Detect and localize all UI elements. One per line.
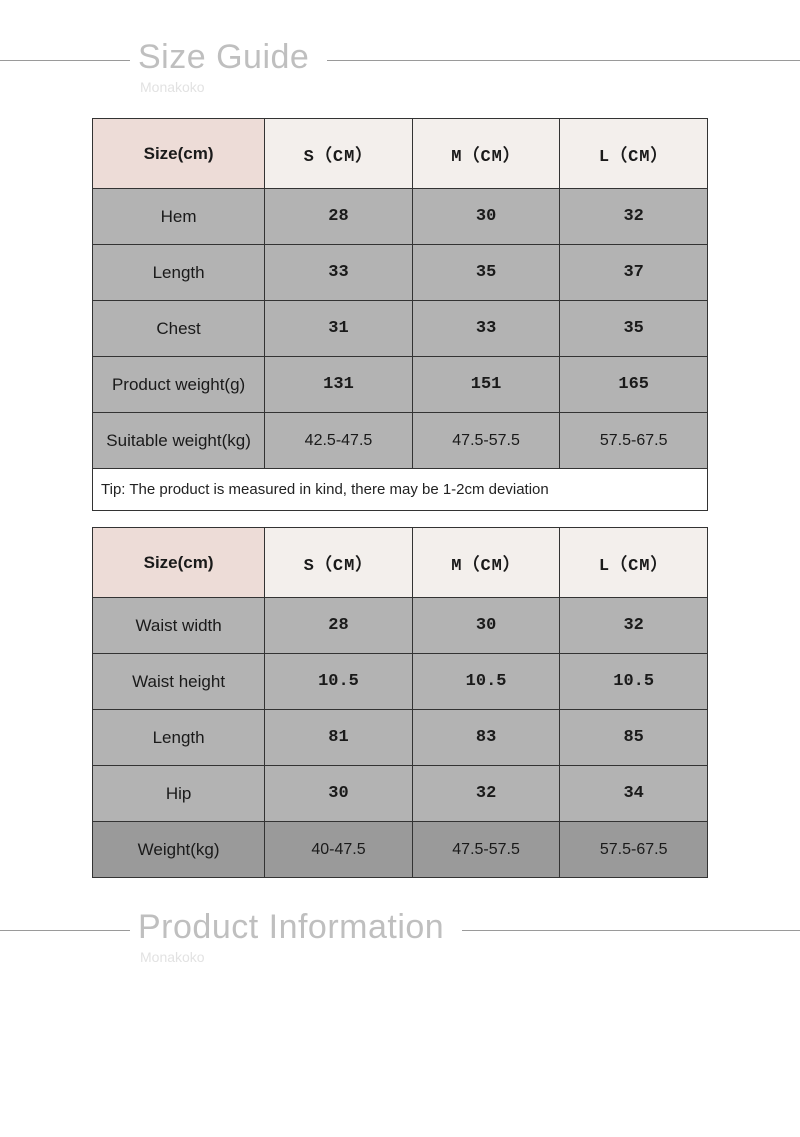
product-info-header: Product Information Monakoko xyxy=(0,898,800,988)
cell-l: 32 xyxy=(560,598,708,654)
table-row: Weight(kg)40-47.547.5-57.557.5-67.5 xyxy=(93,822,708,878)
table-row: Hip303234 xyxy=(93,766,708,822)
cell-l: 34 xyxy=(560,766,708,822)
cell-s: 33 xyxy=(265,245,413,301)
header-l: L（CM） xyxy=(560,119,708,189)
cell-l: 165 xyxy=(560,357,708,413)
section-title: Size Guide xyxy=(138,38,309,77)
header-m: M（CM） xyxy=(412,119,560,189)
table-row: Suitable weight(kg)42.5-47.547.5-57.557.… xyxy=(93,413,708,469)
cell-s: 28 xyxy=(265,598,413,654)
cell-m: 30 xyxy=(412,189,560,245)
cell-m: 10.5 xyxy=(412,654,560,710)
cell-l: 37 xyxy=(560,245,708,301)
cell-m: 33 xyxy=(412,301,560,357)
header-s: S（CM） xyxy=(265,119,413,189)
table-row: Hem283032 xyxy=(93,189,708,245)
table-row: Length333537 xyxy=(93,245,708,301)
cell-s: 28 xyxy=(265,189,413,245)
title-box: Size Guide Monakoko xyxy=(130,38,327,95)
cell-m: 30 xyxy=(412,598,560,654)
header-size: Size(cm) xyxy=(93,119,265,189)
cell-l: 57.5-67.5 xyxy=(560,822,708,878)
cell-m: 151 xyxy=(412,357,560,413)
section-subtitle: Monakoko xyxy=(140,949,444,965)
size-table-2: Size(cm) S（CM） M（CM） L（CM） Waist width28… xyxy=(92,527,708,878)
row-label: Length xyxy=(93,245,265,301)
section-title: Product Information xyxy=(138,908,444,947)
row-label: Suitable weight(kg) xyxy=(93,413,265,469)
row-label: Waist width xyxy=(93,598,265,654)
table-row: Product weight(g)131151165 xyxy=(93,357,708,413)
table-header-row: Size(cm) S（CM） M（CM） L（CM） xyxy=(93,119,708,189)
table-header-row: Size(cm) S（CM） M（CM） L（CM） xyxy=(93,528,708,598)
row-label: Chest xyxy=(93,301,265,357)
cell-s: 10.5 xyxy=(265,654,413,710)
size-table-1: Size(cm) S（CM） M（CM） L（CM） Hem283032Leng… xyxy=(92,118,708,511)
header-s: S（CM） xyxy=(265,528,413,598)
cell-m: 83 xyxy=(412,710,560,766)
section-subtitle: Monakoko xyxy=(140,79,309,95)
tip-text: Tip: The product is measured in kind, th… xyxy=(93,469,708,511)
cell-l: 35 xyxy=(560,301,708,357)
table-row: Waist height10.510.510.5 xyxy=(93,654,708,710)
cell-s: 131 xyxy=(265,357,413,413)
row-label: Product weight(g) xyxy=(93,357,265,413)
cell-m: 35 xyxy=(412,245,560,301)
cell-s: 81 xyxy=(265,710,413,766)
cell-l: 10.5 xyxy=(560,654,708,710)
cell-s: 40-47.5 xyxy=(265,822,413,878)
cell-s: 31 xyxy=(265,301,413,357)
cell-l: 32 xyxy=(560,189,708,245)
title-box: Product Information Monakoko xyxy=(130,908,462,965)
cell-l: 85 xyxy=(560,710,708,766)
header-size: Size(cm) xyxy=(93,528,265,598)
size-table-1-wrap: Size(cm) S（CM） M（CM） L（CM） Hem283032Leng… xyxy=(92,118,708,511)
divider-line xyxy=(0,60,800,61)
table-row: Length818385 xyxy=(93,710,708,766)
cell-m: 47.5-57.5 xyxy=(412,413,560,469)
row-label: Hem xyxy=(93,189,265,245)
size-guide-header: Size Guide Monakoko xyxy=(0,28,800,118)
cell-s: 42.5-47.5 xyxy=(265,413,413,469)
size-table-2-wrap: Size(cm) S（CM） M（CM） L（CM） Waist width28… xyxy=(92,527,708,878)
row-label: Waist height xyxy=(93,654,265,710)
row-label: Length xyxy=(93,710,265,766)
table-row: Chest313335 xyxy=(93,301,708,357)
table-row: Waist width283032 xyxy=(93,598,708,654)
cell-m: 47.5-57.5 xyxy=(412,822,560,878)
cell-s: 30 xyxy=(265,766,413,822)
header-l: L（CM） xyxy=(560,528,708,598)
tip-row: Tip: The product is measured in kind, th… xyxy=(93,469,708,511)
row-label: Weight(kg) xyxy=(93,822,265,878)
header-m: M（CM） xyxy=(412,528,560,598)
cell-l: 57.5-67.5 xyxy=(560,413,708,469)
cell-m: 32 xyxy=(412,766,560,822)
row-label: Hip xyxy=(93,766,265,822)
